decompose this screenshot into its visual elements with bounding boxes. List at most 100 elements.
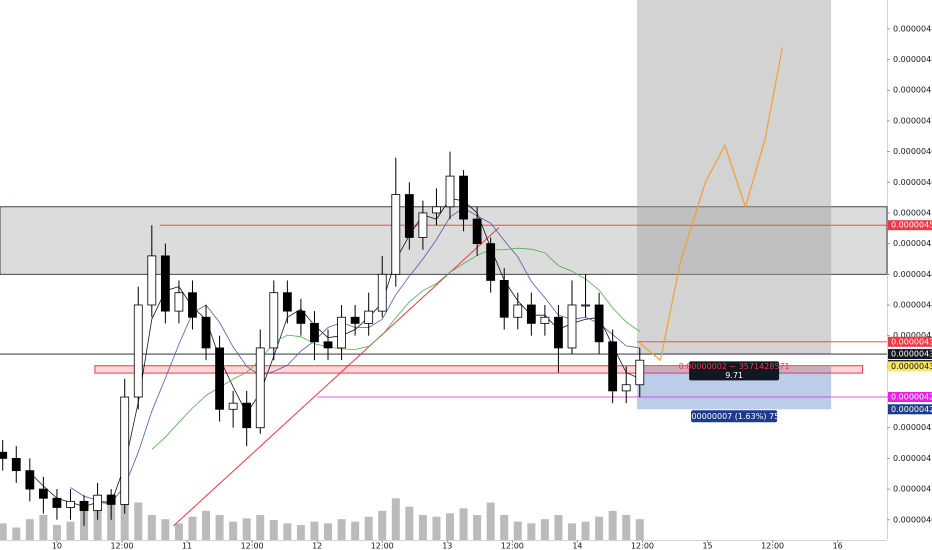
x-tick-label: 12:00	[501, 542, 524, 550]
volume-bar	[12, 527, 21, 540]
volume-bar	[296, 525, 305, 540]
measure-sub: 9.71	[725, 371, 743, 380]
volume-bar	[269, 520, 278, 540]
volume-bar	[405, 506, 414, 540]
volume-bar	[622, 515, 631, 540]
candle-body	[432, 206, 441, 214]
x-tick-label: 12:00	[110, 542, 133, 550]
level-label: 0.00000425	[891, 393, 932, 402]
volume-bar	[256, 515, 265, 540]
volume-bar	[446, 513, 455, 540]
candle-body	[594, 304, 604, 343]
volume-bar	[161, 519, 170, 540]
volume-bar	[283, 523, 292, 540]
x-tick-label: 10	[52, 542, 62, 550]
candle-body	[418, 212, 428, 238]
volume-bar	[595, 516, 604, 540]
volume-bar	[527, 523, 536, 540]
candle-body	[79, 500, 89, 511]
x-tick-label: 16	[833, 542, 843, 550]
volume-bar	[554, 515, 563, 540]
volume-bar	[134, 502, 143, 540]
volume-bar	[242, 518, 251, 540]
candle-body	[472, 218, 482, 245]
candle-body	[52, 497, 62, 508]
range-label-bg	[691, 410, 778, 423]
volume-bar	[147, 515, 156, 540]
measure-label-bg	[689, 361, 780, 381]
x-tick-label: 12	[312, 542, 322, 550]
x-tick-label: 14	[572, 542, 582, 550]
range-label: 0.00000007 (1.63%) 750	[684, 412, 784, 421]
y-tick-label: 0.00000475	[893, 86, 932, 95]
candle-body	[147, 255, 157, 306]
y-tick-label: 0.00000480	[893, 55, 932, 64]
y-tick-label: 0.00000410	[893, 485, 932, 494]
level-label: 0.00000432	[891, 350, 932, 359]
candle-body	[174, 292, 184, 312]
volume-bar	[337, 519, 346, 540]
moving-average	[29, 198, 640, 507]
candle-body	[38, 488, 48, 499]
candle-body	[540, 316, 550, 324]
level-label-bg	[888, 392, 932, 403]
volume-bar	[378, 510, 387, 540]
x-tick-label: 15	[702, 542, 712, 550]
candle-body	[513, 304, 523, 318]
trendline	[173, 227, 500, 527]
candle-body	[255, 347, 265, 429]
candle-body	[11, 457, 21, 472]
x-tick-label: 12:00	[241, 542, 264, 550]
y-tick-label: 0.00000465	[893, 147, 932, 156]
candle-body	[337, 316, 346, 349]
volume-bar	[391, 498, 400, 540]
volume-bar	[486, 502, 495, 540]
x-tick-label: 11	[182, 542, 192, 550]
y-tick-label: 0.00000435	[893, 331, 932, 340]
volume-bar	[39, 515, 48, 540]
y-tick-label: 0.00000415	[893, 454, 932, 463]
level-label: 0.00000434	[891, 337, 932, 346]
level-label-bg	[888, 404, 932, 415]
candle-body	[323, 341, 333, 349]
candle-body	[635, 359, 645, 386]
x-tick-label: 12:00	[371, 542, 394, 550]
candle-body	[215, 347, 224, 410]
target-box	[637, 0, 832, 355]
volume-bar	[93, 510, 102, 540]
candle-body	[120, 396, 130, 505]
volume-bar	[364, 516, 373, 540]
candle-body	[526, 304, 536, 324]
candle-body	[486, 243, 496, 281]
level-label-bg	[888, 220, 932, 231]
level-label: 0.00000423	[891, 405, 932, 414]
candle-body	[133, 304, 143, 398]
volume-bar	[324, 523, 333, 540]
y-tick-label: 0.00000470	[893, 116, 932, 125]
volume-bar	[66, 521, 75, 540]
measure-label: 0.00000002 ~ 3571428571	[679, 362, 790, 371]
volume-bar	[500, 515, 509, 540]
volume-bar	[473, 515, 482, 540]
x-tick-label: 12:00	[631, 542, 654, 550]
volume-bar	[25, 519, 34, 540]
candle-body	[201, 316, 211, 349]
candle-body	[621, 384, 631, 392]
candle-body	[188, 292, 197, 318]
y-tick-label: 0.00000455	[893, 208, 932, 217]
volume-bar	[608, 510, 617, 540]
volume-bar	[202, 510, 211, 540]
candle-body	[608, 341, 618, 392]
candle-body	[269, 292, 279, 349]
level-label-bg	[888, 336, 932, 347]
volume-bar	[0, 523, 7, 540]
candle-body	[554, 316, 563, 349]
volume-bar	[581, 521, 590, 540]
volume-bar	[52, 525, 61, 540]
y-tick-label: 0.00000405	[893, 515, 932, 524]
volume-bar	[120, 490, 129, 540]
candle-body	[25, 470, 35, 490]
volume-bar	[540, 519, 549, 540]
